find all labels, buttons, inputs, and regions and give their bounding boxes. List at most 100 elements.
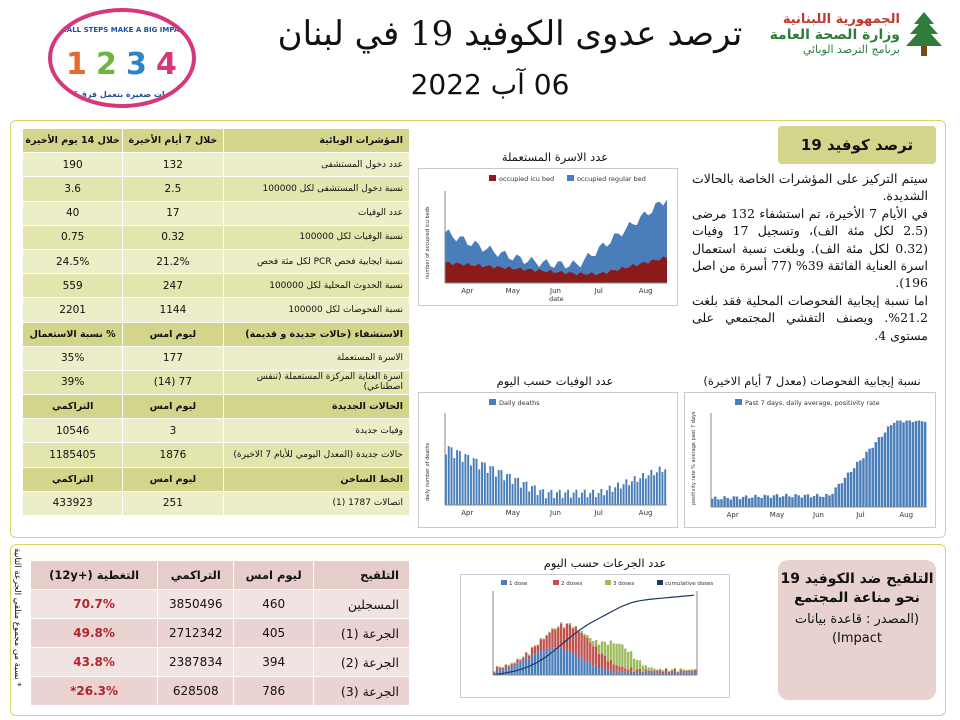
dose2-bar (691, 670, 694, 674)
death-bar (536, 495, 539, 505)
dose3-bar (493, 671, 496, 673)
org-program: برنامج الترصد الوبائي (802, 43, 900, 56)
dose2-bar (560, 623, 563, 648)
indicator-label: اتصالات 1787 (1) (222, 490, 411, 517)
deaths-chart-svg: Apr May Jun Jul Aug Daily deaths daily number … (425, 399, 667, 517)
indicator-value: 3 (122, 418, 224, 444)
dose3-bar (627, 652, 630, 670)
indicator-value: 17 (122, 200, 224, 226)
dose1-bar (641, 673, 644, 675)
dose2-bar (638, 668, 642, 672)
indicator-label: اسرة العناية المركزة المستعملة (تنفس اصط… (222, 369, 411, 396)
death-bar (514, 478, 517, 505)
dose2-bar (667, 671, 671, 674)
positivity-bar (828, 495, 831, 507)
dose2-bar (557, 627, 560, 650)
positivity-bar (714, 496, 717, 507)
dose3-bar (603, 641, 607, 656)
deaths-chart: Apr May Jun Jul Aug Daily deaths daily number … (418, 392, 678, 528)
dose2-bar (592, 646, 595, 667)
vaccination-header-row: التلقيح ليوم امس التراكمي التغطية (+12y) (29, 560, 410, 590)
positivity-bar (865, 451, 868, 507)
dose1-bar (568, 651, 572, 675)
x-tick-label: May (506, 287, 520, 295)
dose3-bar (571, 627, 575, 629)
positivity-bar (754, 494, 757, 507)
dose1-bar (667, 673, 671, 675)
dose1-bar (595, 664, 598, 675)
indicators-row: عدد دخول المستشفى 132 190 (21, 152, 411, 178)
dose1-bar (685, 672, 688, 675)
legend-swatch-doses (501, 580, 507, 585)
x-tick-label: May (770, 511, 784, 519)
indicators-header-row: الخط الساخن ليوم امس التراكمي (21, 466, 411, 492)
positivity-bar (815, 493, 819, 507)
deaths-chart-title: عدد الوفيات حسب اليوم (496, 374, 614, 388)
indicator-value: 2.5 (122, 176, 224, 202)
legend-doses: cumulative doses (665, 581, 713, 587)
death-bar (517, 477, 520, 505)
dose3-bar (516, 658, 519, 660)
doses-chart: 1 dose 2 doses 3 doses cumulative doses (460, 574, 730, 698)
dose3-bar (533, 645, 537, 647)
doses-chart-svg: 1 dose 2 doses 3 doses cumulative doses (492, 580, 713, 676)
dose2-bar (577, 631, 580, 660)
dose3-bar (592, 640, 595, 647)
positivity-bar (717, 499, 720, 507)
dose1-bar (688, 672, 691, 675)
dose2-bar (676, 672, 679, 674)
legend-swatch-doses (605, 580, 611, 585)
dose2-bar (600, 653, 604, 668)
indicator-label: الاسرة المستعملة (222, 345, 411, 371)
dose1-bar (694, 671, 697, 675)
indicator-value: 177 (122, 345, 224, 371)
legend-icu: occupied icu bed (499, 175, 554, 183)
legend-doses: 1 dose (509, 581, 528, 587)
indicator-label: عدد الوفيات (222, 200, 411, 226)
dose1-bar (629, 671, 633, 675)
dose3-bar (542, 638, 545, 640)
dose3-bar (606, 644, 609, 662)
indicators-row: حالات جديدة (المعدل اليومي للأيام 7 الاخ… (21, 442, 411, 468)
dose1-bar (592, 666, 595, 675)
positivity-bar (911, 422, 915, 507)
indicator-value: 0.75 (21, 224, 124, 250)
death-bar (506, 474, 508, 505)
death-bar (497, 470, 500, 505)
positivity-bar (834, 487, 837, 507)
dose1-bar (659, 671, 662, 675)
dose2-bar (536, 645, 540, 653)
dose3-bar (504, 664, 507, 666)
dose3-bar (612, 643, 615, 665)
dose3-bar (618, 643, 621, 667)
indicator-label: وفيات جديدة (222, 418, 411, 444)
dose2-bar (565, 623, 569, 650)
dose2-bar (621, 666, 624, 673)
dose3-bar (673, 668, 677, 670)
legend-swatch-positivity (735, 399, 742, 405)
dose2-bar (501, 667, 505, 670)
death-bar (531, 486, 533, 505)
death-bar (664, 469, 667, 505)
dose3-bar (629, 651, 633, 668)
dose2-bar (662, 671, 665, 674)
regular-beds-area (445, 199, 667, 283)
indicator-value: 247 (122, 273, 224, 299)
positivity-bar (803, 494, 807, 507)
info-paragraph-1: سيتم التركيز على المؤشرات الخاصة بالحالا… (692, 171, 928, 204)
dose1-bar (501, 669, 505, 675)
death-bar (597, 492, 600, 505)
indicator-value: 1185405 (21, 442, 124, 468)
death-bar (569, 497, 572, 505)
positivity-bar (819, 496, 822, 507)
dose2-bar (650, 670, 653, 672)
vaccination-label: الجرعة (3) (313, 676, 410, 706)
death-bar (586, 497, 589, 505)
dose3-bar (635, 659, 639, 670)
cumulative-doses-line (492, 594, 695, 676)
dose3-bar (650, 667, 653, 671)
indicators-header-cell: المؤشرات الوبائية (222, 127, 411, 154)
dose2-bar (632, 671, 636, 674)
dose2-bar (609, 660, 612, 670)
dose3-bar (510, 662, 513, 664)
